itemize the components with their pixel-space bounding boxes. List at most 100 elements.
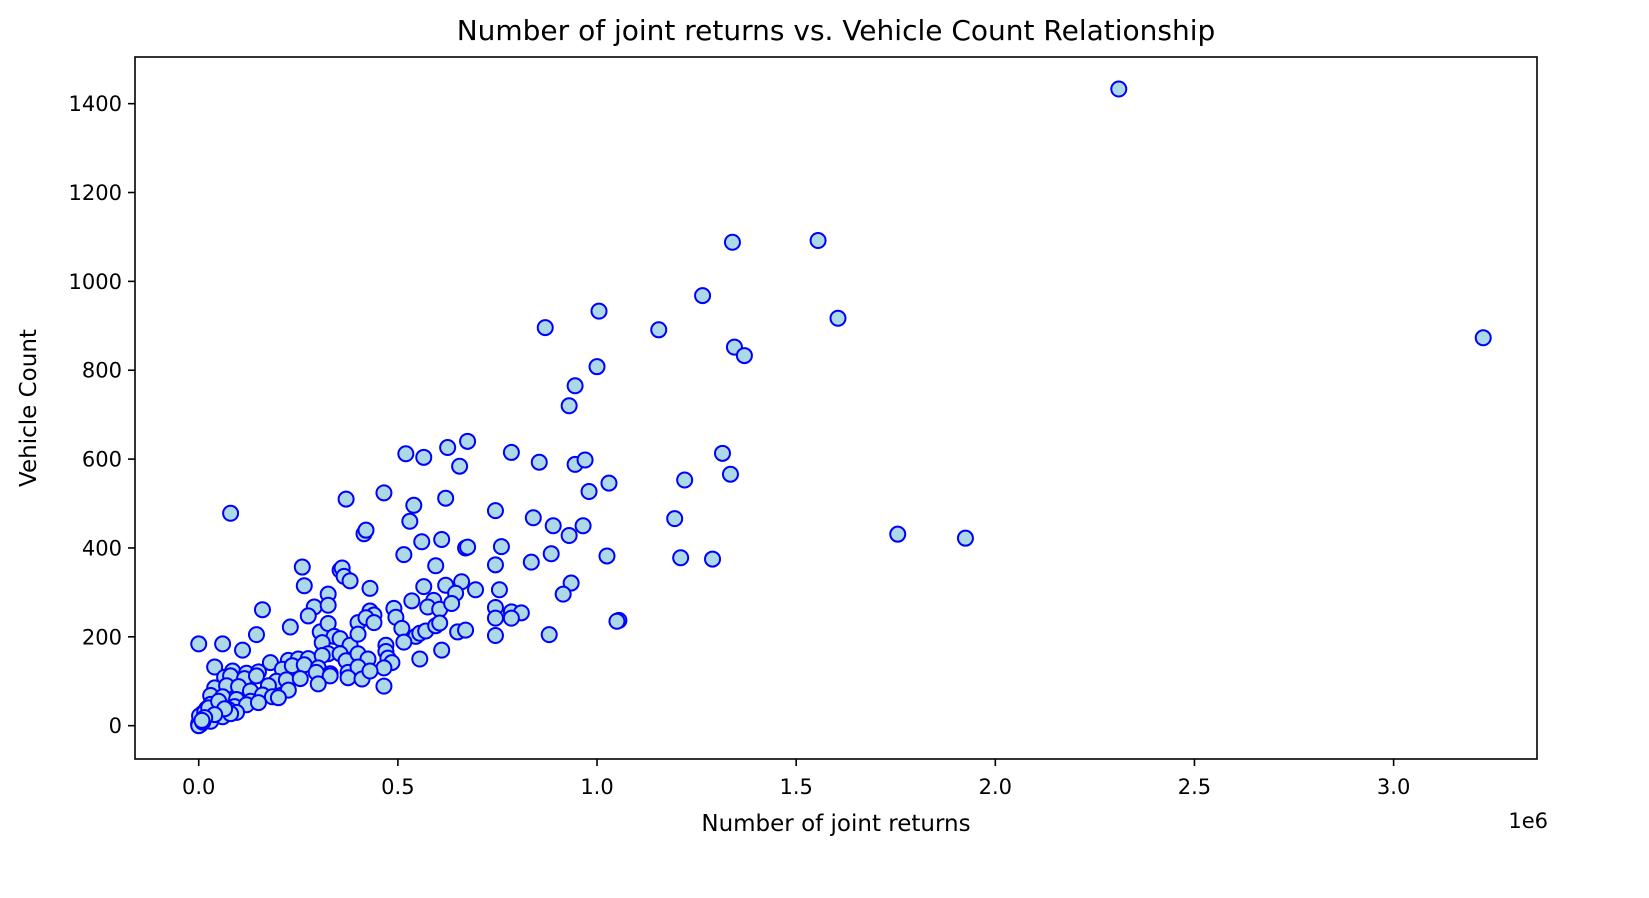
scatter-point	[574, 517, 592, 535]
scatter-point	[431, 614, 449, 632]
scatter-point	[502, 609, 520, 627]
scatter-point	[299, 607, 317, 625]
scatter-point	[735, 347, 753, 365]
y-tick-label: 0	[109, 714, 122, 738]
scatter-point	[361, 579, 379, 597]
scatter-point	[723, 233, 741, 251]
scatter-point	[349, 625, 367, 643]
scatter-point	[375, 677, 393, 695]
y-tick-label: 800	[82, 359, 122, 383]
scatter-point	[269, 689, 287, 707]
scatter-point	[214, 635, 232, 653]
scatter-point	[443, 594, 461, 612]
x-tick-label: 1.0	[580, 775, 613, 799]
scatter-point	[1110, 80, 1128, 98]
scatter-point	[415, 578, 433, 596]
scatter-point	[401, 512, 419, 530]
y-tick-label: 1200	[69, 181, 122, 205]
scatter-point	[397, 445, 415, 463]
scatter-point	[411, 650, 429, 668]
scatter-point	[598, 547, 616, 565]
y-tick-label: 400	[82, 536, 122, 560]
scatter-point	[486, 502, 504, 520]
scatter-point	[530, 453, 548, 471]
scatter-point	[337, 490, 355, 508]
y-tick-label: 200	[82, 625, 122, 649]
scatter-point	[566, 377, 584, 395]
x-axis-label: Number of joint returns	[701, 811, 970, 837]
scatter-point	[522, 553, 540, 571]
scatter-point	[433, 641, 451, 659]
scatter-point	[486, 556, 504, 574]
x-tick-label: 2.0	[979, 775, 1012, 799]
scatter-point	[666, 510, 684, 528]
scatter-point	[554, 585, 572, 603]
scatter-point	[956, 529, 974, 547]
scatter-point	[536, 319, 554, 337]
scatter-point	[375, 659, 393, 677]
scatter-point	[676, 471, 694, 489]
scatter-point	[576, 451, 594, 469]
scatter-point	[415, 448, 433, 466]
scatter-point	[433, 531, 451, 549]
plot-frame	[134, 56, 1538, 760]
scatter-point	[437, 489, 455, 507]
scatter-point	[600, 474, 618, 492]
y-tick-label: 600	[82, 448, 122, 472]
scatter-point	[704, 550, 722, 568]
scatter-point	[395, 633, 413, 651]
scatter-point	[321, 667, 339, 685]
scatter-point	[650, 321, 668, 339]
scatter-point	[809, 231, 827, 249]
scatter-point	[590, 302, 608, 320]
scatter-point	[247, 667, 265, 685]
scatter-point	[295, 577, 313, 595]
scatter-point	[234, 641, 252, 659]
scatter-point	[190, 635, 208, 653]
x-tick-label: 2.5	[1178, 775, 1211, 799]
scatter-point	[365, 614, 383, 632]
scatter-point	[375, 484, 393, 502]
scatter-point	[293, 558, 311, 576]
y-axis-label: Vehicle Count	[16, 329, 42, 487]
scatter-point	[361, 662, 379, 680]
scatter-point	[193, 711, 211, 729]
scatter-point	[339, 669, 357, 687]
ticks-layer: 0.0 0.5 1.0 1.5 2.0 2.5 3.0 0 200 400 600 800 1000 12…	[69, 92, 1411, 799]
scatter-point	[341, 572, 359, 590]
x-axis-offset-label: 1e6	[1508, 809, 1548, 833]
scatter-point	[249, 694, 267, 712]
scatter-point	[492, 538, 510, 556]
scatter-point	[222, 504, 240, 522]
scatter-point	[588, 358, 606, 376]
scatter-point	[524, 509, 542, 527]
scatter-point	[721, 465, 739, 483]
scatter-point	[206, 658, 224, 676]
scatter-point	[829, 309, 847, 327]
y-tick-label: 1000	[69, 270, 122, 294]
scatter-point	[560, 397, 578, 415]
scatter-point	[427, 557, 445, 575]
scatter-point	[457, 621, 475, 639]
scatter-point	[542, 545, 560, 563]
scatter-point	[486, 609, 504, 627]
scatter-point	[544, 517, 562, 535]
scatter-point	[247, 626, 265, 644]
scatter-point	[713, 444, 731, 462]
y-tick-label: 1400	[69, 92, 122, 116]
chart-title: Number of joint returns vs. Vehicle Coun…	[457, 14, 1216, 47]
scatter-point	[502, 443, 520, 461]
scatter-point	[580, 483, 598, 501]
scatter-point	[319, 596, 337, 614]
x-tick-label: 3.0	[1377, 775, 1410, 799]
scatter-point	[405, 496, 423, 514]
scatter-point	[694, 287, 712, 305]
x-tick-label: 1.5	[779, 775, 812, 799]
scatter-point	[413, 533, 431, 551]
x-tick-label: 0.5	[381, 775, 414, 799]
scatter-point	[608, 612, 626, 630]
scatter-point	[459, 432, 477, 450]
scatter-point	[451, 457, 469, 475]
scatter-point	[253, 601, 271, 619]
